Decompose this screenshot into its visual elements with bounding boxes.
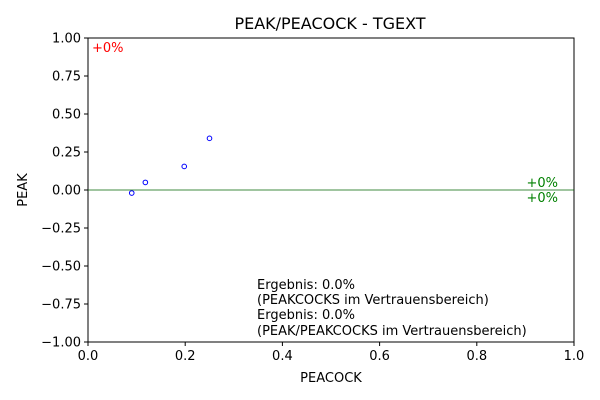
x-tick-label: 0.8 xyxy=(466,349,487,364)
result-text-block: Ergebnis: 0.0% (PEAKCOCKS im Vertrauensb… xyxy=(257,278,527,339)
top-left-annotation: +0% xyxy=(92,41,124,56)
y-tick-label: −0.50 xyxy=(41,260,81,275)
result-line-1: Ergebnis: 0.0% xyxy=(257,278,355,293)
chart-title: PEAK/PEACOCK - TGEXT xyxy=(234,14,425,33)
y-tick-label: −1.00 xyxy=(41,336,81,351)
data-point xyxy=(128,190,135,196)
y-axis-label: PEAK xyxy=(16,173,31,207)
right-lower-annotation: +0% xyxy=(526,191,558,206)
x-axis-label: PEACOCK xyxy=(300,371,362,386)
result-line-4: (PEAK/PEAKCOCKS im Vertrauensbereich) xyxy=(257,324,527,339)
y-axis: −1.00 −0.75 −0.50 −0.25 0.00 0.25 0.50 0.75 1.00 xyxy=(41,32,88,351)
y-tick-label: 1.00 xyxy=(52,32,81,47)
x-tick-label: 0.2 xyxy=(175,349,196,364)
y-tick-label: −0.25 xyxy=(41,222,81,237)
y-tick-label: −0.75 xyxy=(41,298,81,313)
data-point xyxy=(181,163,188,170)
result-line-2: (PEAKCOCKS im Vertrauensbereich) xyxy=(257,293,489,308)
y-tick-label: 0.25 xyxy=(52,146,81,161)
right-upper-annotation: +0% xyxy=(526,176,558,191)
x-tick-label: 0.6 xyxy=(369,349,390,364)
x-tick-label: 0.4 xyxy=(272,349,293,364)
x-tick-label: 0.0 xyxy=(78,349,99,364)
x-tick-label: 1.0 xyxy=(564,349,585,364)
data-point xyxy=(206,135,213,142)
data-points xyxy=(128,135,213,196)
x-axis: 0.0 0.2 0.4 0.6 0.8 1.0 xyxy=(78,342,585,364)
result-line-3: Ergebnis: 0.0% xyxy=(257,308,355,323)
y-tick-label: 0.75 xyxy=(52,70,81,85)
y-tick-label: 0.00 xyxy=(52,184,81,199)
data-point xyxy=(142,179,149,186)
y-tick-label: 0.50 xyxy=(52,108,81,123)
